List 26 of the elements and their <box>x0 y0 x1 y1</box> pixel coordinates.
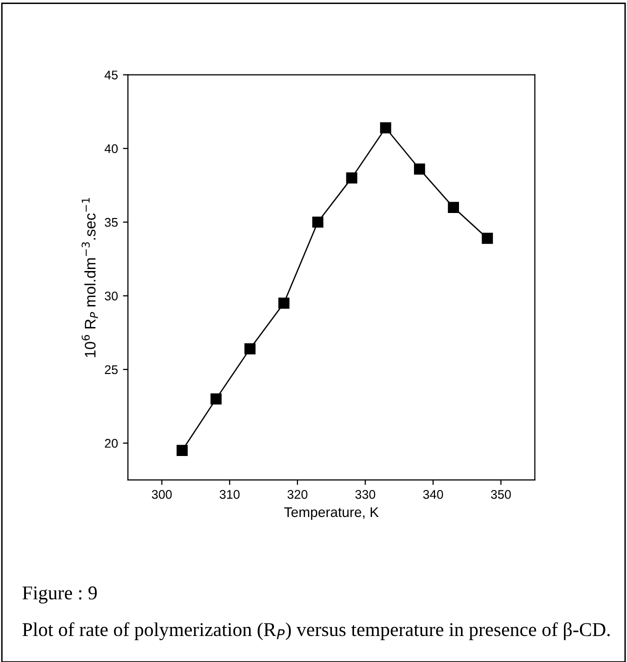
point <box>346 172 358 184</box>
x-tick-label: 300 <box>152 490 172 499</box>
x-tick-label: 320 <box>288 490 308 499</box>
y-axis-title: 10$^{6}$ R$_{P}$ mol.dm$^{−3}$.sec$^{−1}$ <box>82 198 98 358</box>
text: Figure : 9 <box>22 586 97 604</box>
x-tick-label: 340 <box>423 490 444 499</box>
y-tick-label: 30 <box>104 292 118 300</box>
point <box>244 343 256 354</box>
point <box>312 216 324 228</box>
point <box>278 298 290 309</box>
point <box>210 393 222 404</box>
point <box>448 202 459 213</box>
point <box>176 444 188 456</box>
point <box>380 122 392 134</box>
x-tick-label: 330 <box>355 490 376 499</box>
y-tick-label: 25 <box>104 365 118 374</box>
x-axis-title: Temperature, K <box>284 507 379 520</box>
x-tick-label: 350 <box>490 490 511 499</box>
point <box>482 232 493 244</box>
y-tick-label: 45 <box>104 70 118 80</box>
y-tick-label: 40 <box>104 144 118 154</box>
point <box>414 164 426 175</box>
y-tick-label: 35 <box>104 218 118 227</box>
text: Plot of rate of polymerization (R$_{P}$) versus temperature in presence of β-CD. <box>22 622 610 640</box>
x-tick-label: 310 <box>220 490 240 499</box>
y-tick-label: 20 <box>104 438 118 448</box>
